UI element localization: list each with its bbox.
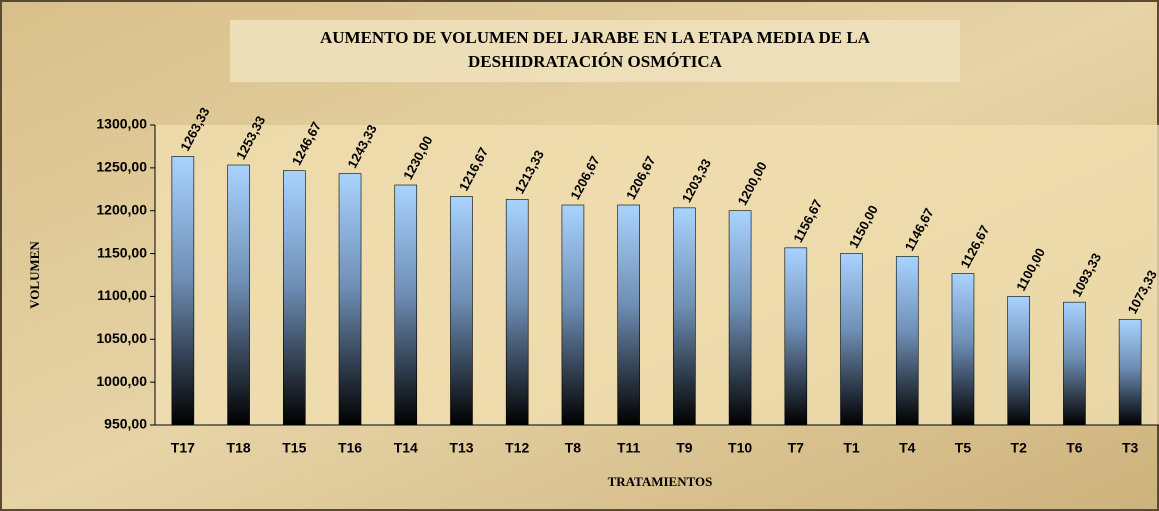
y-tick-label: 950,00 <box>104 416 147 432</box>
bar <box>951 273 975 426</box>
bar <box>283 170 306 426</box>
x-tick-label: T1 <box>843 440 860 456</box>
chart-title: AUMENTO DE VOLUMEN DEL JARABE EN LA ETAP… <box>319 28 871 71</box>
bar <box>1007 296 1030 426</box>
x-tick-label: T14 <box>394 440 418 456</box>
x-tick-label: T6 <box>1066 440 1083 456</box>
x-axis-label: TRATAMIENTOS <box>608 474 713 489</box>
title-box <box>230 20 960 82</box>
x-tick-label: T8 <box>565 440 582 456</box>
bar <box>784 247 808 426</box>
bar <box>394 184 418 426</box>
x-tick-label: T13 <box>449 440 473 456</box>
bar <box>840 253 863 426</box>
title-wrap: AUMENTO DE VOLUMEN DEL JARABE EN LA ETAP… <box>319 28 871 71</box>
y-tick-label: 1100,00 <box>97 287 147 303</box>
y-tick-label: 1050,00 <box>96 330 147 346</box>
bar <box>227 164 250 426</box>
y-tick-label: 1200,00 <box>96 201 147 217</box>
plot-area <box>155 125 1159 425</box>
bar <box>1118 318 1142 426</box>
x-tick-label: T18 <box>227 440 251 456</box>
x-tick-label: T17 <box>171 440 195 456</box>
y-tick-label: 1150,00 <box>97 244 147 260</box>
x-tick-label: T2 <box>1011 440 1028 456</box>
bar <box>561 204 585 426</box>
y-tick-label: 1000,00 <box>96 373 147 389</box>
x-tick-label: T16 <box>338 440 362 456</box>
y-axis-label: VOLUMEN <box>27 241 42 309</box>
x-tick-label: T3 <box>1122 440 1139 456</box>
bar <box>171 156 195 426</box>
x-tick-label: T10 <box>728 440 752 456</box>
x-tick-label: T9 <box>676 440 693 456</box>
y-tick-label: 1300,00 <box>96 116 147 132</box>
x-tick-label: T5 <box>955 440 972 456</box>
x-tick-label: T4 <box>899 440 916 456</box>
y-tick-label: 1250,00 <box>96 159 147 175</box>
bar <box>338 173 362 426</box>
x-tick-label: T11 <box>617 440 641 456</box>
bar <box>895 256 919 426</box>
x-tick-label: T12 <box>505 440 529 456</box>
bar <box>728 210 752 426</box>
x-tick-label: T15 <box>282 440 306 456</box>
bar <box>505 198 529 426</box>
bar <box>450 196 473 426</box>
bar <box>1063 301 1086 426</box>
bar <box>617 204 640 426</box>
x-tick-label: T7 <box>788 440 805 456</box>
bar <box>673 207 696 426</box>
